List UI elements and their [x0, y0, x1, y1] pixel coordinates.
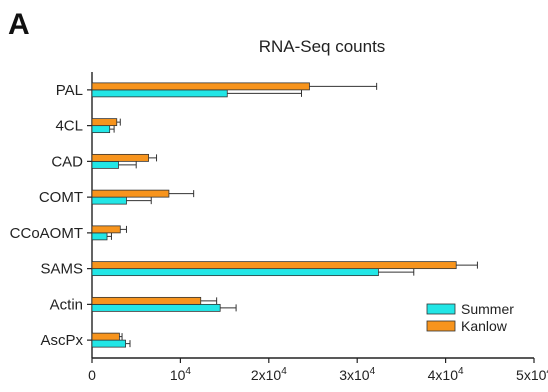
legend-swatch-summer — [426, 303, 456, 315]
error-bar-kanlow-cad — [148, 154, 158, 162]
bar-summer-comt — [91, 196, 127, 205]
error-bar-summer-sams — [378, 268, 415, 276]
bar-summer-ascpx — [91, 339, 126, 348]
category-label-actin: Actin — [50, 296, 83, 313]
bar-kanlow-actin — [91, 296, 202, 305]
error-bar-summer-4cl — [109, 125, 115, 133]
chart-title: RNA-Seq counts — [259, 37, 386, 56]
x-tick-label: 3x104 — [339, 366, 375, 383]
error-bar-summer-pal — [227, 89, 303, 97]
x-axis-ticks: 0 104 2x104 3x104 4x104 5x104 — [88, 358, 548, 383]
x-tick-label: 5x104 — [516, 366, 548, 383]
category-label-cad: CAD — [51, 153, 83, 170]
x-tick-label: 2x104 — [251, 366, 287, 383]
error-bar-kanlow-sams — [456, 261, 478, 269]
bar-summer-sams — [91, 268, 379, 277]
bar-kanlow-sams — [91, 261, 457, 270]
error-bars — [107, 82, 478, 348]
legend-swatch-kanlow — [426, 320, 456, 332]
error-bar-summer-actin — [220, 304, 237, 312]
error-bar-summer-cad — [118, 161, 137, 169]
category-labels: PAL 4CL CAD COMT CCoAOMT SAMS Actin AscPx — [10, 82, 92, 349]
error-bar-kanlow-ccoaomt — [120, 225, 127, 233]
x-tick-label: 104 — [170, 366, 192, 383]
error-bar-kanlow-actin — [200, 297, 218, 305]
error-bar-kanlow-4cl — [116, 118, 121, 126]
bar-summer-ccoaomt — [91, 232, 108, 241]
category-label-sams: SAMS — [40, 261, 83, 278]
error-bar-kanlow-comt — [168, 190, 195, 198]
category-label-ccoaomt: CCoAOMT — [10, 225, 83, 242]
category-label-ascpx: AscPx — [40, 332, 83, 349]
error-bar-summer-ascpx — [125, 340, 131, 348]
bar-summer-4cl — [91, 125, 111, 134]
legend-label-kanlow: Kanlow — [461, 318, 508, 334]
bar-kanlow-4cl — [91, 118, 118, 127]
panel-label: A — [8, 8, 30, 41]
bar-summer-pal — [91, 89, 228, 98]
error-bar-summer-ccoaomt — [107, 232, 112, 240]
bar-kanlow-cad — [91, 153, 149, 162]
category-label-comt: COMT — [39, 189, 83, 206]
bar-kanlow-ccoaomt — [91, 225, 121, 234]
bar-summer-actin — [91, 303, 221, 312]
error-bar-kanlow-pal — [309, 82, 378, 90]
bars — [91, 82, 457, 348]
category-label-4cl: 4CL — [55, 118, 83, 135]
bar-kanlow-pal — [91, 82, 310, 91]
bar-summer-cad — [91, 160, 119, 169]
category-label-pal: PAL — [56, 82, 83, 99]
error-bar-summer-comt — [126, 197, 152, 205]
x-tick-label: 0 — [88, 367, 96, 383]
bar-kanlow-ascpx — [91, 332, 120, 341]
bar-kanlow-comt — [91, 189, 170, 198]
x-tick-label: 4x104 — [428, 366, 464, 383]
error-bar-kanlow-ascpx — [119, 333, 123, 341]
legend-label-summer: Summer — [461, 301, 514, 317]
